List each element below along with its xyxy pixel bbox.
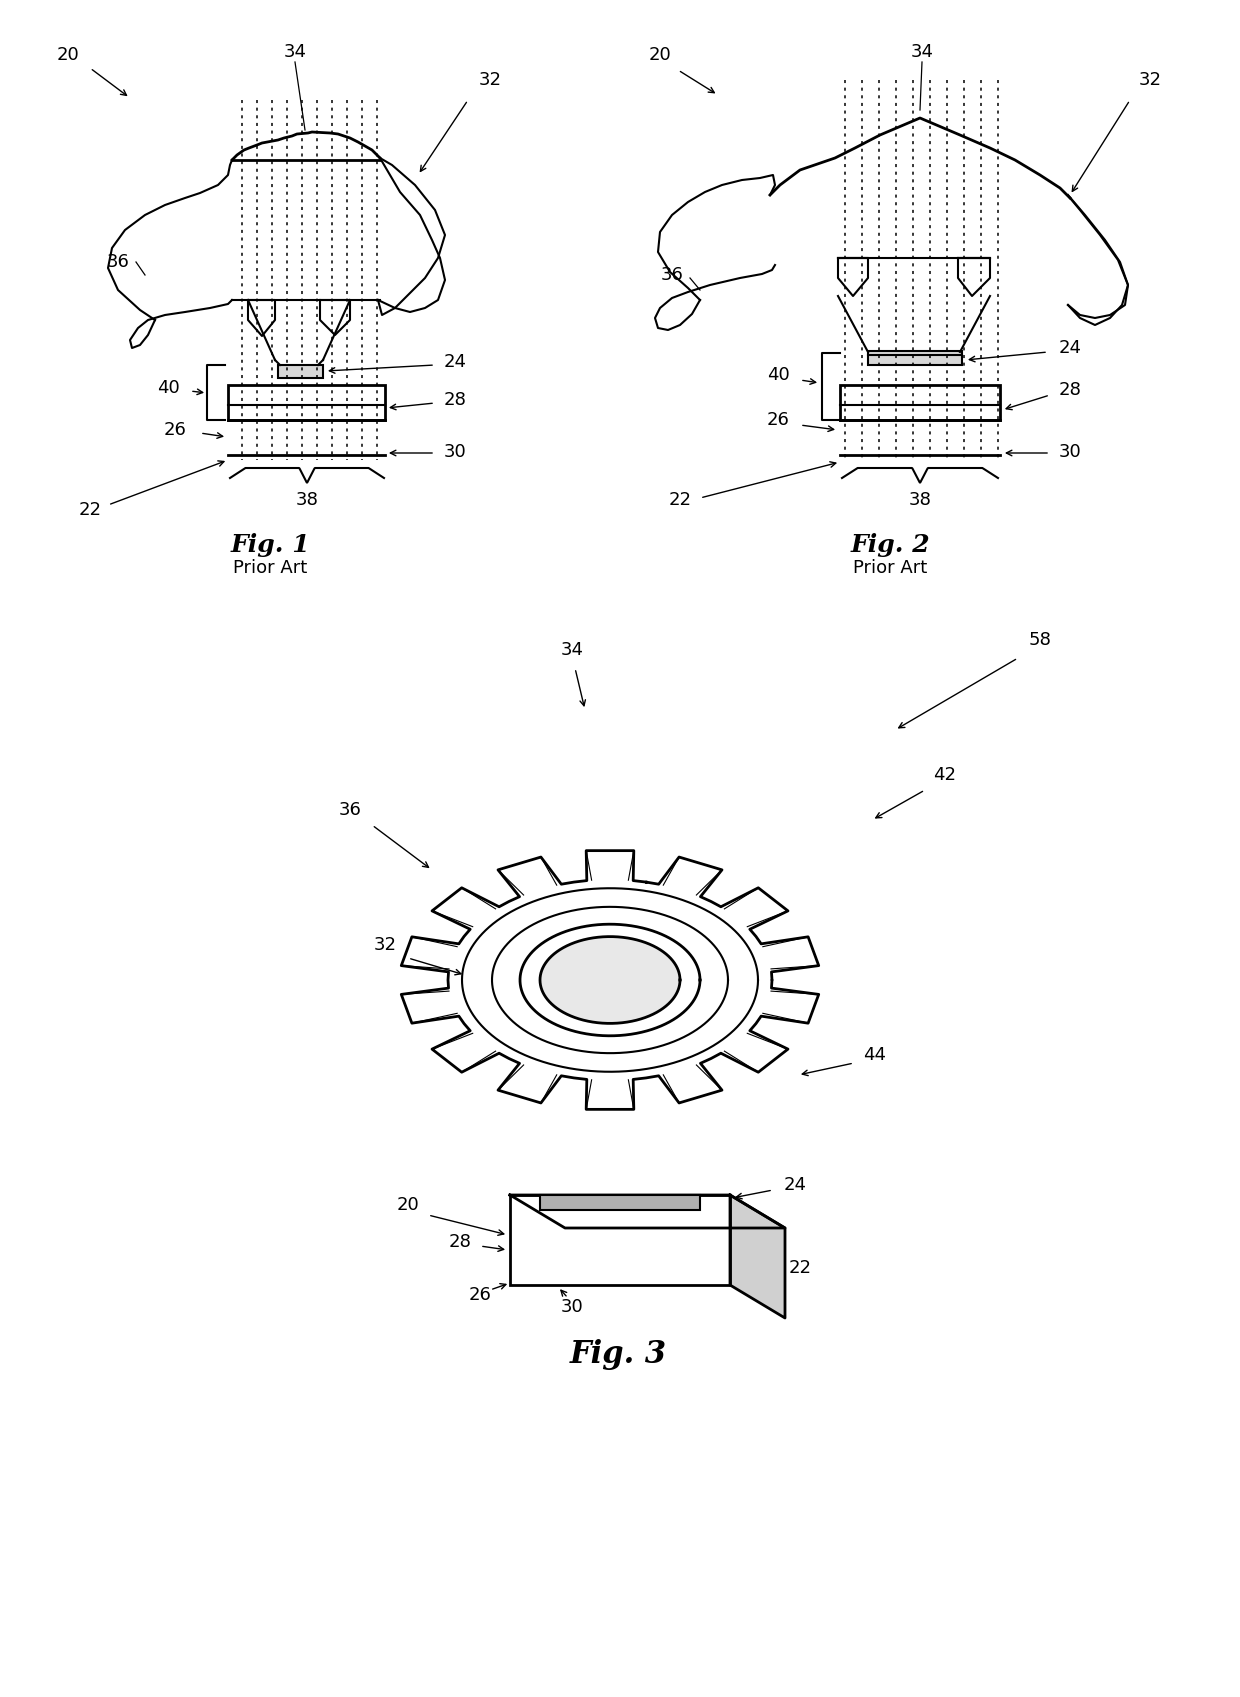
Text: 38: 38 <box>909 490 931 509</box>
Polygon shape <box>539 937 680 1023</box>
Text: 40: 40 <box>766 367 790 384</box>
Text: 20: 20 <box>649 46 671 64</box>
Bar <box>510 1195 730 1285</box>
Text: 22: 22 <box>78 501 102 519</box>
Polygon shape <box>510 1195 785 1229</box>
Text: 20: 20 <box>57 46 79 64</box>
Text: 42: 42 <box>934 765 956 784</box>
Text: 28: 28 <box>444 390 466 409</box>
Text: 58: 58 <box>1028 631 1052 648</box>
Bar <box>278 365 322 378</box>
Text: 30: 30 <box>444 443 466 462</box>
Bar <box>868 351 962 365</box>
Text: 40: 40 <box>156 378 180 397</box>
Text: 22: 22 <box>668 490 692 509</box>
Text: 36: 36 <box>661 266 683 283</box>
Text: 24: 24 <box>444 353 466 372</box>
Text: 32: 32 <box>479 71 501 88</box>
Text: 26: 26 <box>164 421 186 440</box>
Polygon shape <box>730 1195 785 1319</box>
Text: 26: 26 <box>469 1286 491 1303</box>
Text: Prior Art: Prior Art <box>233 558 308 577</box>
Text: 22: 22 <box>789 1259 811 1278</box>
Text: 34: 34 <box>910 42 934 61</box>
Text: 34: 34 <box>284 42 306 61</box>
Text: 36: 36 <box>107 253 129 272</box>
Text: 32: 32 <box>373 937 397 954</box>
Text: 24: 24 <box>1059 339 1081 356</box>
Text: 32: 32 <box>1138 71 1162 88</box>
Text: 20: 20 <box>397 1196 419 1213</box>
Text: Fig. 3: Fig. 3 <box>569 1339 667 1371</box>
Text: 44: 44 <box>863 1045 887 1064</box>
Text: 26: 26 <box>766 411 790 429</box>
Text: Fig. 1: Fig. 1 <box>231 533 310 557</box>
Text: 36: 36 <box>339 801 361 820</box>
Text: 30: 30 <box>1059 443 1081 462</box>
Bar <box>539 1195 701 1210</box>
Bar <box>228 385 384 419</box>
Text: 28: 28 <box>1059 382 1081 399</box>
Text: 30: 30 <box>560 1298 583 1315</box>
Bar <box>839 385 999 419</box>
Text: 38: 38 <box>295 490 319 509</box>
Text: 24: 24 <box>784 1176 806 1195</box>
Text: 34: 34 <box>560 641 584 658</box>
Text: Prior Art: Prior Art <box>853 558 928 577</box>
Text: Fig. 2: Fig. 2 <box>851 533 930 557</box>
Text: 28: 28 <box>449 1234 471 1251</box>
